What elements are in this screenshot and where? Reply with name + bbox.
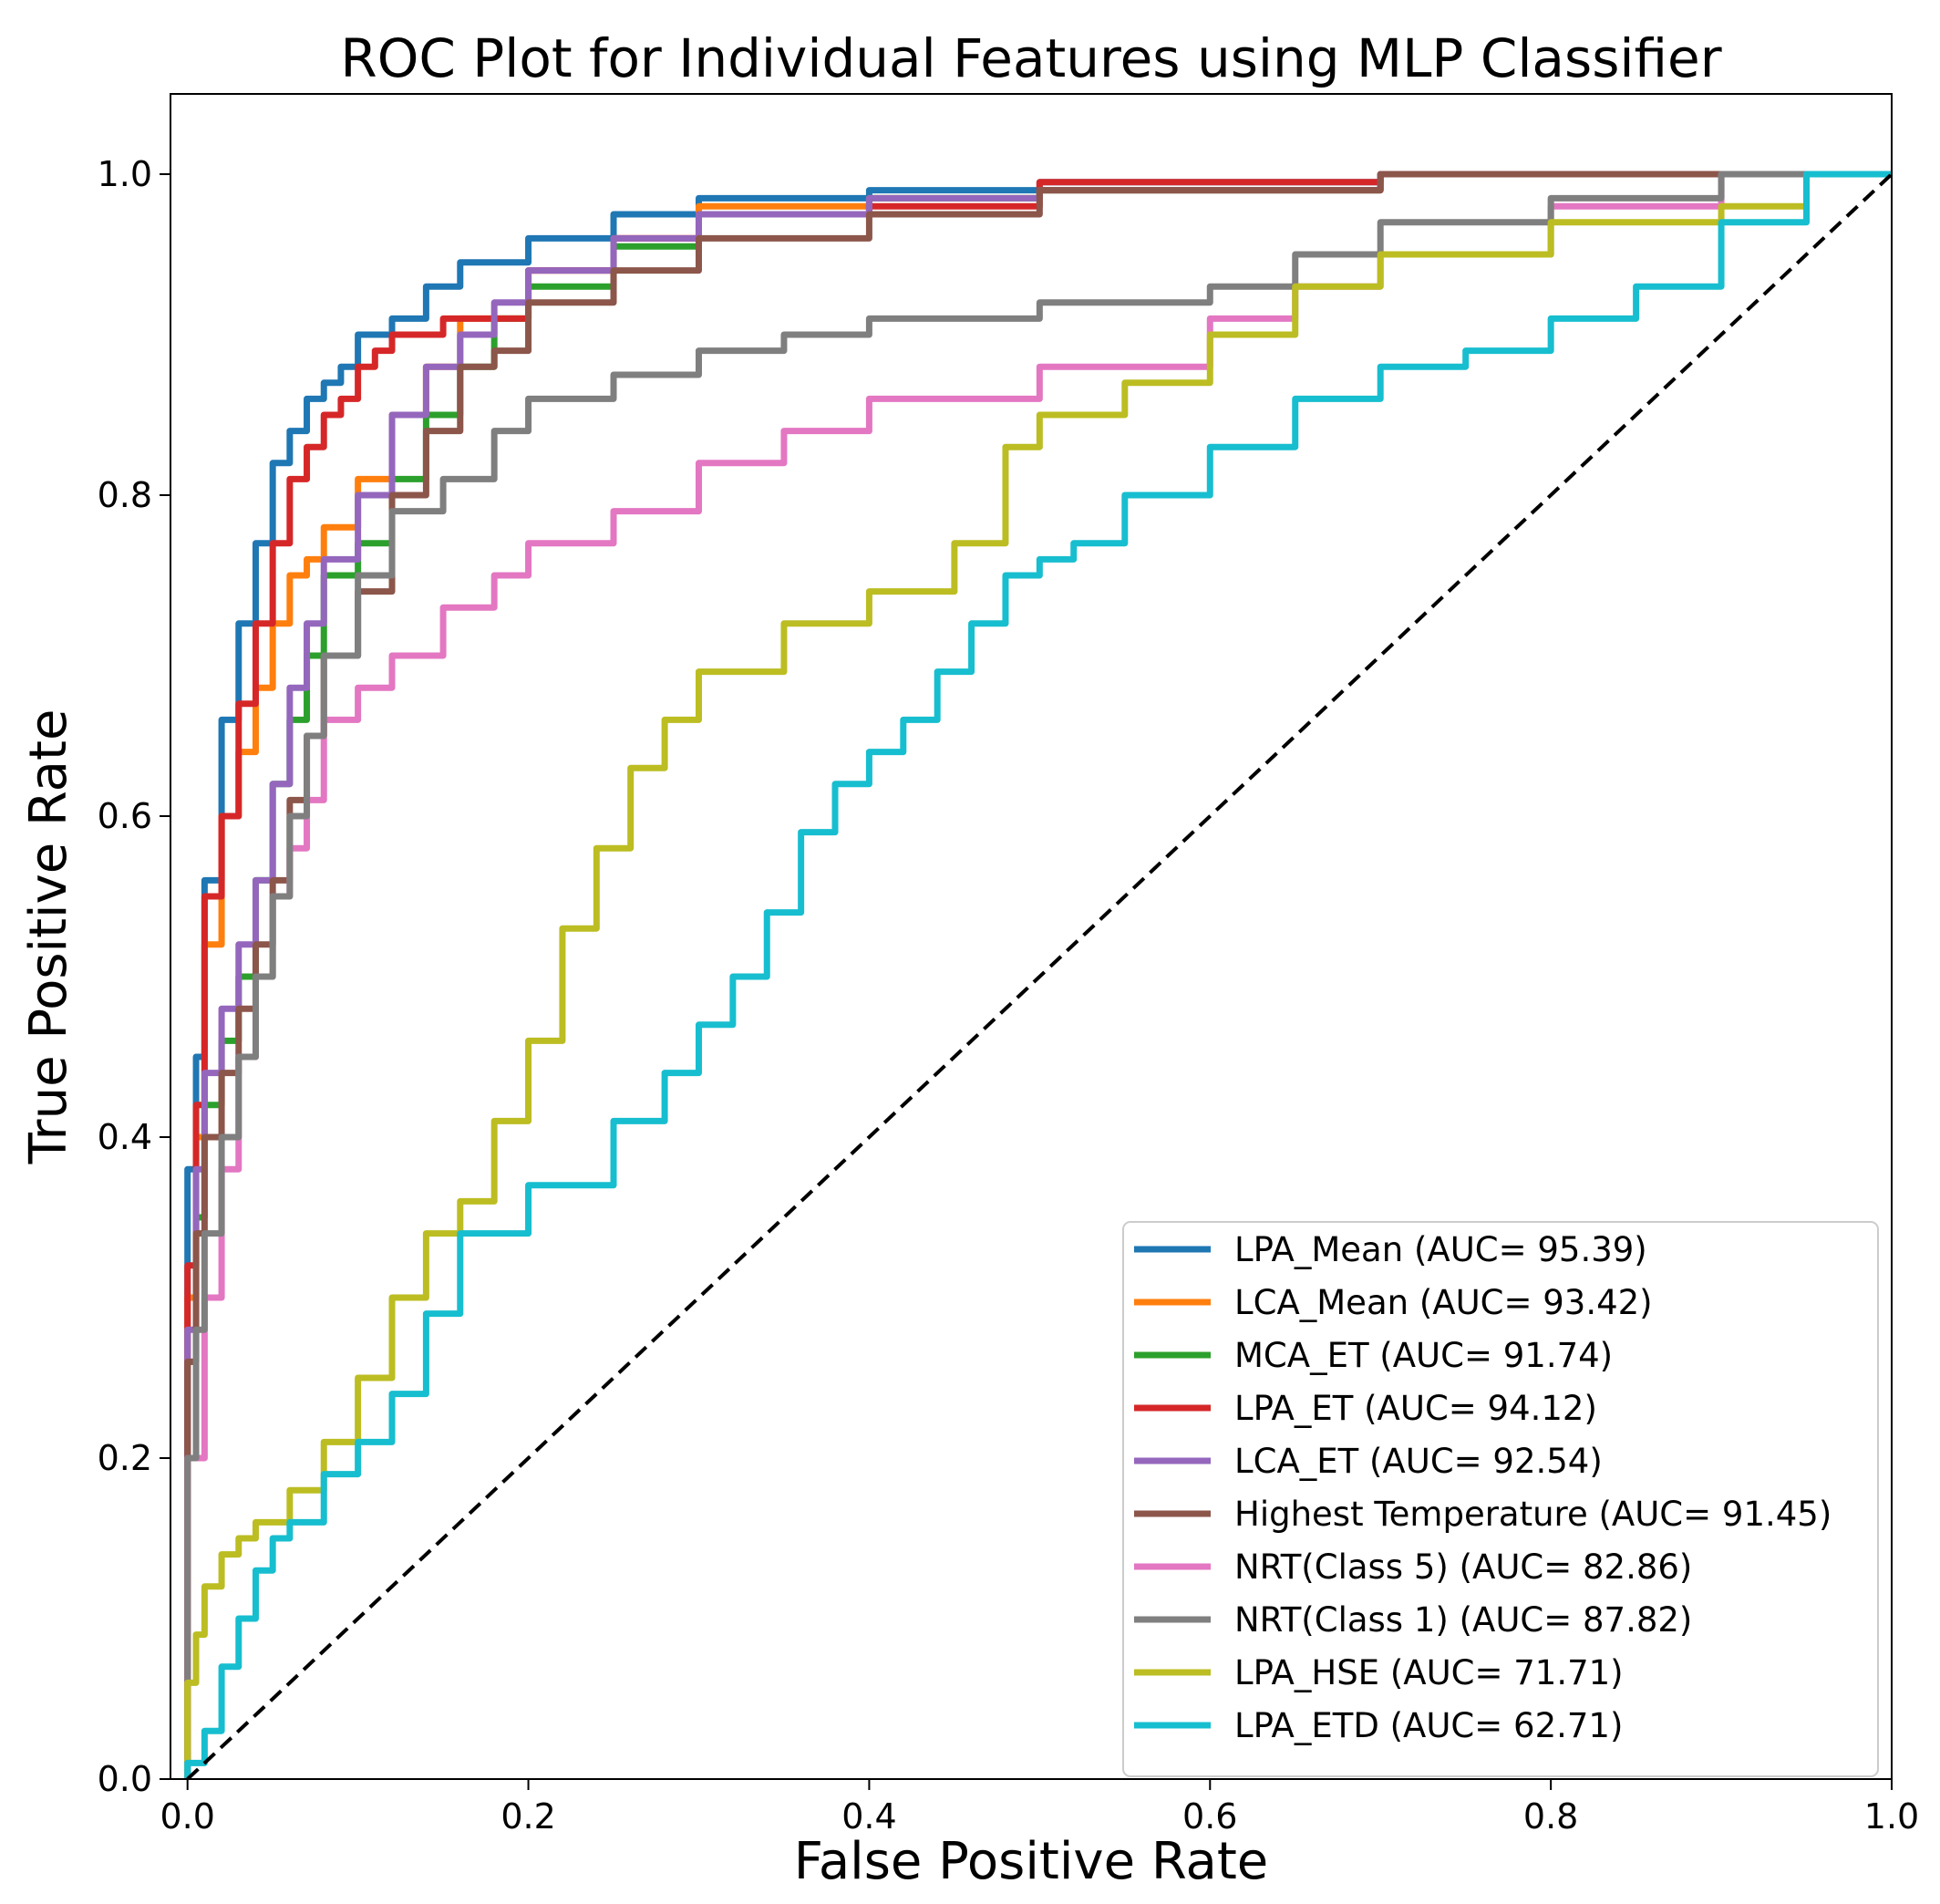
chart-title: ROC Plot for Individual Features using M…: [340, 27, 1721, 89]
y-tick-label: 0.2: [98, 1438, 152, 1478]
series-line-lca-mean: [184, 171, 1892, 1779]
x-tick-label: 0.6: [1182, 1796, 1237, 1837]
x-axis-ticks: 0.0 0.2 0.4 0.6 0.8 1.0: [160, 1779, 1919, 1837]
legend-label: NRT(Class 1) (AUC= 87.82): [1234, 1600, 1692, 1640]
legend-label: Highest Temperature (AUC= 91.45): [1234, 1495, 1832, 1534]
series-line-lca-et: [184, 171, 1892, 1779]
x-tick-label: 0.8: [1523, 1796, 1578, 1837]
x-tick-label: 0.4: [841, 1796, 896, 1837]
y-axis-label: True Positive Rate: [19, 709, 78, 1165]
legend-label: NRT(Class 5) (AUC= 82.86): [1234, 1547, 1692, 1587]
legend-label: LPA_Mean (AUC= 95.39): [1234, 1230, 1647, 1269]
chance-baseline: [186, 172, 1892, 1779]
y-tick-label: 0.8: [98, 475, 152, 515]
x-tick-label: 0.2: [500, 1796, 555, 1837]
x-tick-label: 1.0: [1864, 1796, 1919, 1837]
legend-label: LPA_HSE (AUC= 71.71): [1234, 1653, 1624, 1692]
legend-label: LCA_ET (AUC= 92.54): [1234, 1442, 1603, 1481]
legend-label: LCA_Mean (AUC= 93.42): [1234, 1283, 1653, 1322]
series-line-nrt-class-1-: [184, 171, 1892, 1779]
legend-label: MCA_ET (AUC= 91.74): [1234, 1336, 1613, 1375]
y-tick-label: 0.6: [98, 796, 152, 836]
series-line-lpa-etd: [184, 171, 1892, 1779]
legend: LPA_Mean (AUC= 95.39) LCA_Mean (AUC= 93.4…: [1122, 1221, 1879, 1777]
legend-label: LPA_ET (AUC= 94.12): [1234, 1389, 1597, 1428]
y-tick-label: 1.0: [98, 154, 152, 194]
y-tick-label: 0.0: [98, 1759, 152, 1799]
legend-box: [1122, 1221, 1879, 1777]
plot-area: [184, 171, 1892, 1779]
series-layer: [184, 171, 1892, 1779]
y-axis-ticks: 0.0 0.2 0.4 0.6 0.8 1.0: [98, 154, 170, 1799]
x-tick-label: 0.0: [160, 1796, 214, 1837]
plot-frame: [170, 93, 1893, 1780]
x-axis-label: False Positive Rate: [794, 1832, 1268, 1891]
y-tick-label: 0.4: [98, 1117, 152, 1157]
legend-label: LPA_ETD (AUC= 62.71): [1234, 1706, 1623, 1745]
series-line-lpa-hse: [184, 171, 1892, 1779]
